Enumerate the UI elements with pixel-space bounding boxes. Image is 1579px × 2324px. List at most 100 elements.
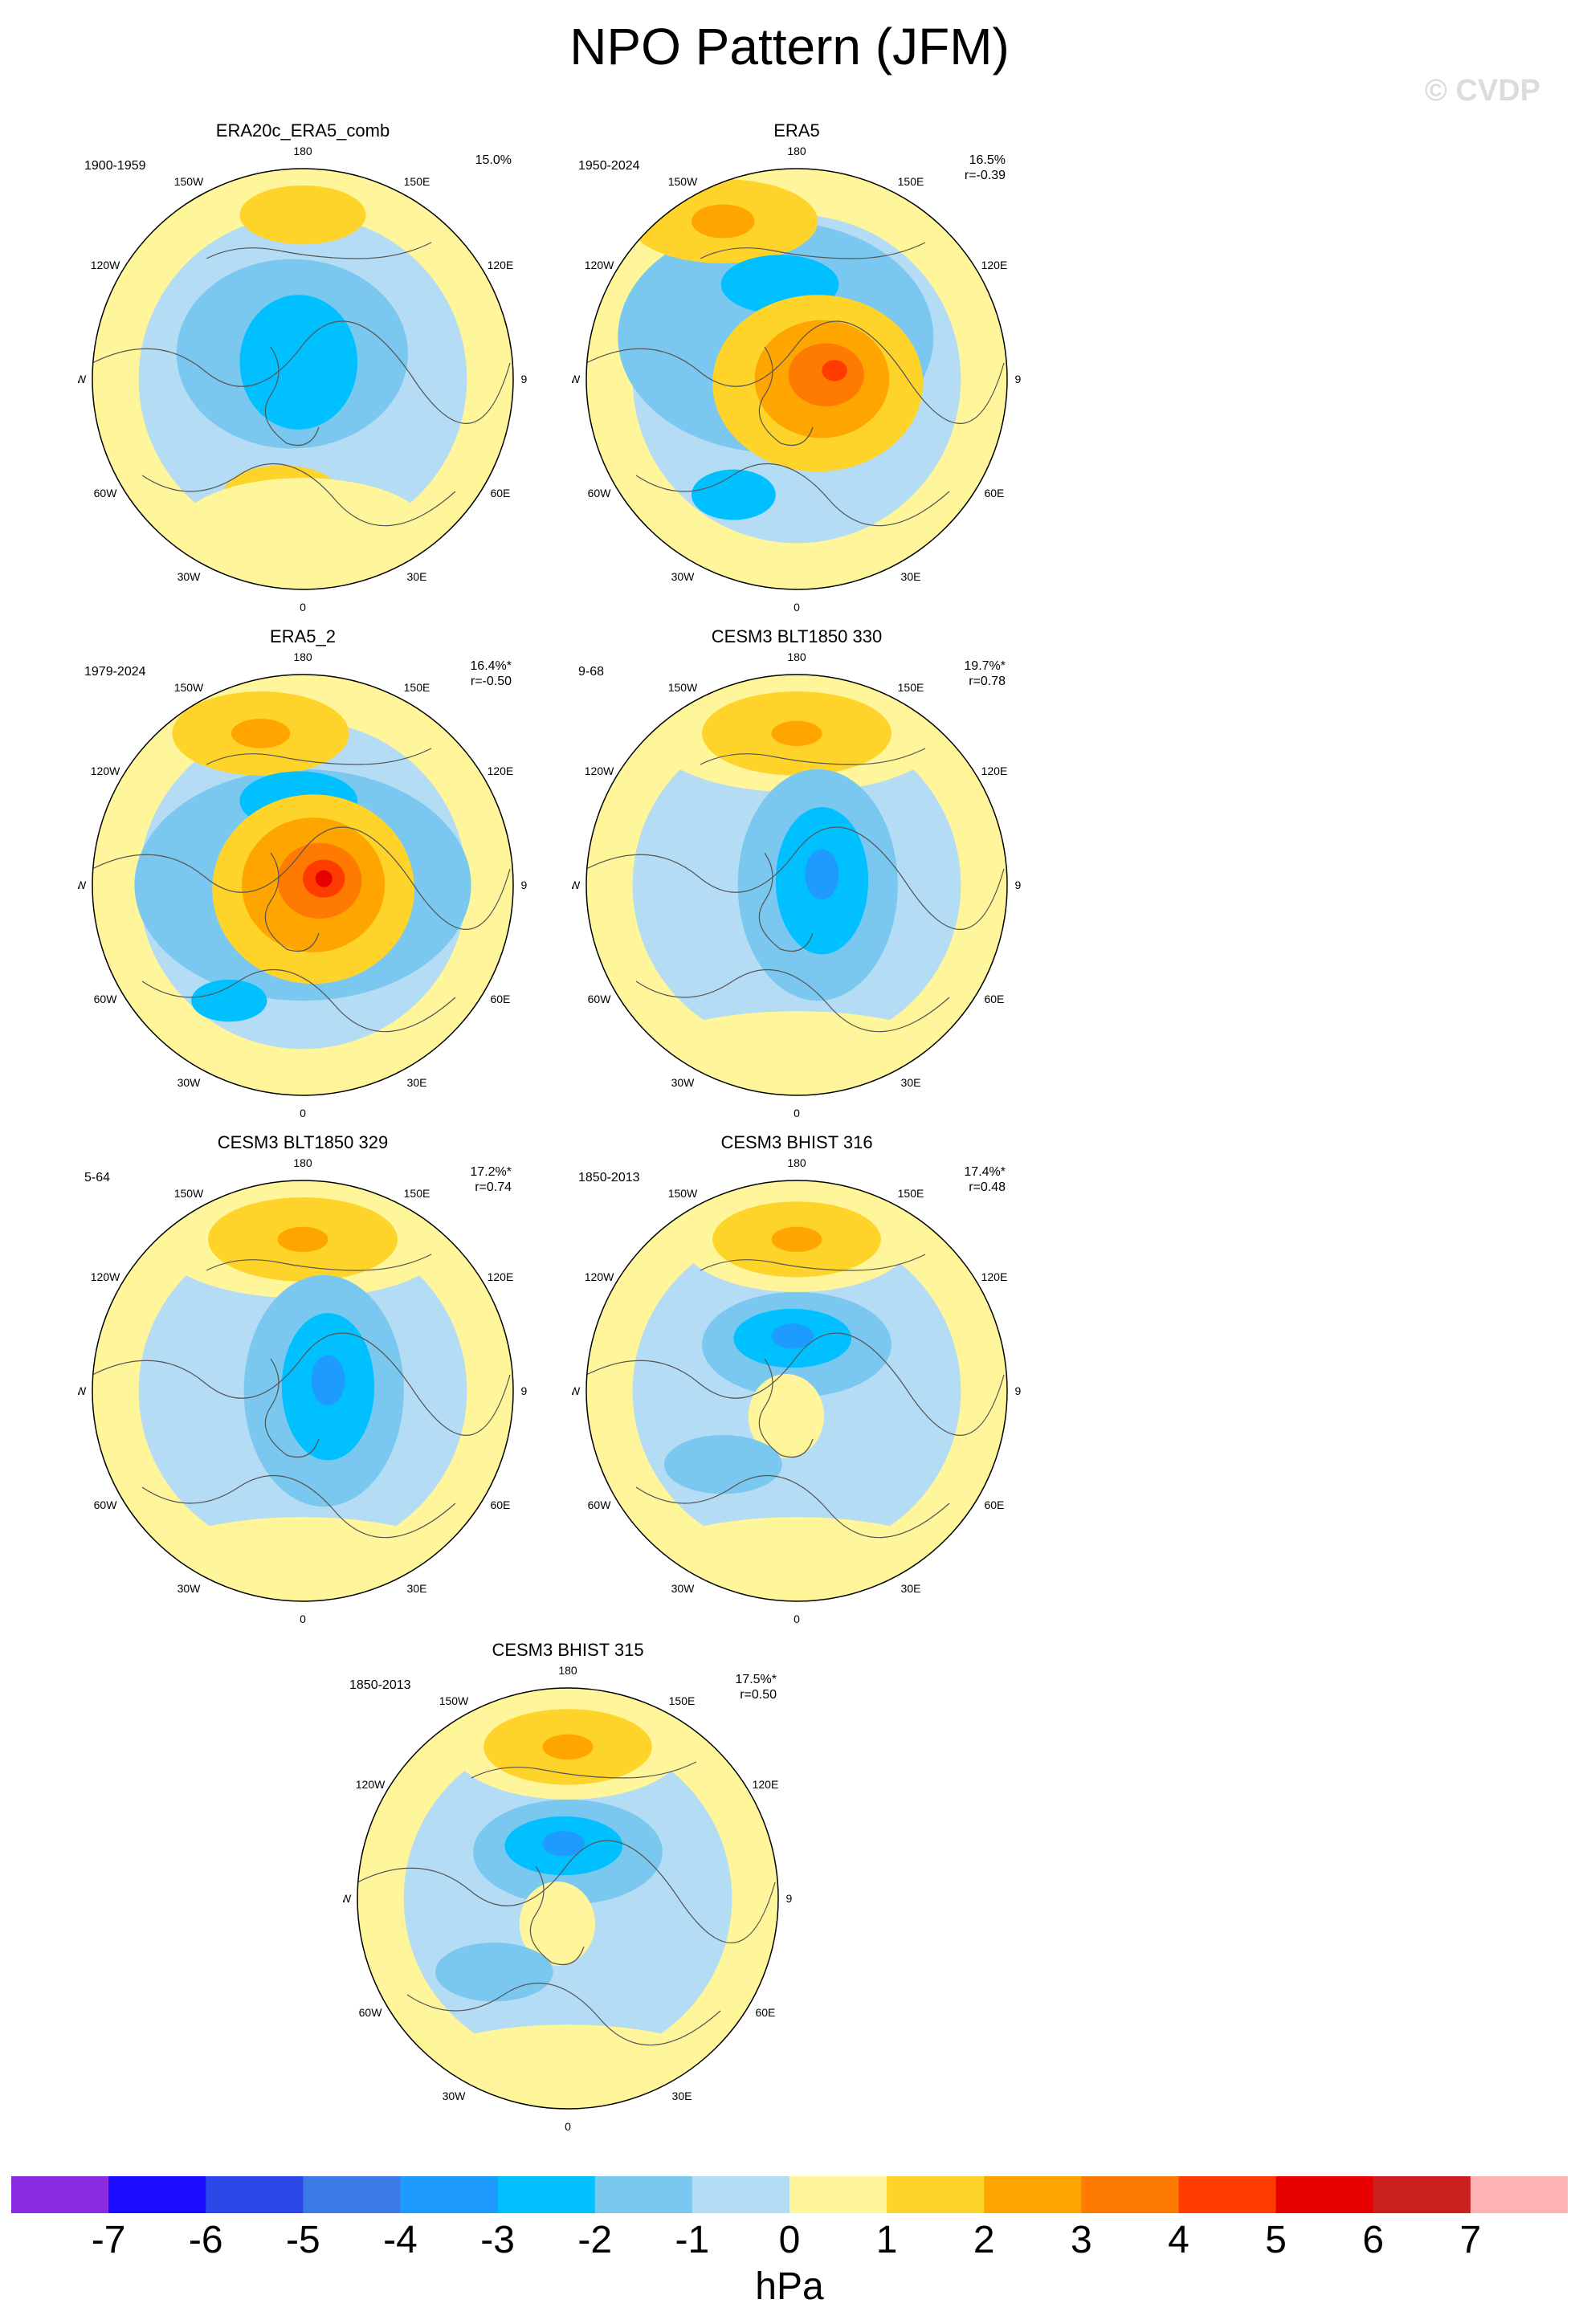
longitude-label: 60W	[94, 993, 118, 1005]
longitude-label: 120E	[488, 259, 514, 271]
anomaly-contour	[692, 469, 776, 520]
longitude-label: 90W	[572, 1384, 581, 1397]
longitude-label: 90W	[78, 373, 87, 385]
panel-period: 1850-2013	[349, 1678, 411, 1692]
anomaly-contour	[771, 720, 822, 747]
longitude-label: 120W	[356, 1778, 386, 1791]
longitude-label: 120W	[91, 259, 120, 271]
anomaly-contour	[435, 1943, 553, 2002]
longitude-label: 60E	[755, 2006, 775, 2019]
longitude-label: 30W	[671, 570, 696, 583]
panel-title: CESM3 BHIST 316	[720, 1132, 873, 1152]
longitude-label: 60W	[588, 487, 612, 499]
longitude-label: 90W	[572, 373, 581, 385]
longitude-label: 120W	[585, 764, 614, 777]
pattern-correlation: r=0.78	[969, 675, 1006, 688]
longitude-label: 180	[787, 145, 806, 157]
longitude-label: 180	[787, 650, 806, 663]
map-panel: ERA5 1950-2024 16.5% r=-0.39 180 150E 120E…	[572, 120, 1022, 618]
longitude-label: 90E	[521, 373, 528, 385]
pattern-correlation: r=0.74	[475, 1180, 512, 1194]
anomaly-contour	[692, 204, 755, 239]
colorbar-swatch	[692, 2176, 790, 2213]
pattern-correlation: r=0.50	[740, 1688, 777, 1702]
longitude-label: 150E	[404, 681, 430, 694]
colorbar-tick-label: 2	[973, 2219, 995, 2261]
panel-title: CESM3 BLT1850 329	[217, 1132, 389, 1152]
colorbar-tick-label: 0	[778, 2219, 801, 2261]
panel-title: ERA5	[773, 120, 820, 141]
panel-title: ERA5_2	[270, 626, 336, 646]
panel-title: CESM3 BHIST 315	[492, 1640, 644, 1660]
polar-map: 180 150E 120E 90E 60E 30E 0 30W 60W 90W 120W 150W	[572, 1156, 1022, 1625]
anomaly-contour	[191, 979, 267, 1022]
longitude-label: 90W	[78, 1384, 87, 1397]
colorbar-swatch	[400, 2176, 499, 2213]
longitude-label: 60E	[984, 1498, 1004, 1511]
longitude-label: 30W	[177, 570, 202, 583]
panel-title: CESM3 BLT1850 330	[711, 626, 883, 646]
colorbar-swatch	[1081, 2176, 1179, 2213]
explained-variance: 16.4%*	[470, 659, 512, 673]
longitude-label: 0	[794, 1107, 800, 1119]
longitude-label: 150E	[898, 175, 924, 188]
colorbar-swatch	[984, 2176, 1082, 2213]
longitude-label: 120E	[488, 1270, 514, 1283]
longitude-label: 60E	[490, 487, 510, 499]
anomaly-contour	[519, 1882, 596, 1966]
panel-period: 1950-2024	[578, 159, 640, 173]
colorbar-tick-label: 3	[1071, 2219, 1092, 2261]
colorbar-tick-label: 6	[1362, 2219, 1385, 2261]
longitude-label: 0	[300, 1613, 306, 1625]
anomaly-contour	[542, 1831, 585, 1857]
longitude-label: 150W	[668, 681, 698, 694]
longitude-label: 0	[300, 601, 306, 614]
anomaly-contour	[176, 478, 430, 584]
anomaly-contour	[748, 1374, 825, 1458]
colorbar-tick-label: -5	[286, 2219, 320, 2261]
panel-period: 1850-2013	[578, 1171, 640, 1184]
colorbar-tick-label: 7	[1459, 2219, 1482, 2261]
colorbar-swatch	[1470, 2176, 1569, 2213]
polar-map: 180 150E 120E 90E 60E 30E 0 30W 60W 90W 120W 150W	[78, 145, 528, 614]
longitude-label: 180	[293, 1156, 312, 1169]
longitude-label: 90E	[1015, 1384, 1022, 1397]
explained-variance: 19.7%*	[964, 659, 1006, 673]
anomaly-contour	[311, 1355, 345, 1406]
longitude-label: 30W	[671, 1582, 696, 1595]
longitude-label: 60E	[984, 487, 1004, 499]
map-panel: CESM3 BHIST 315 1850-2013 17.5%* r=0.50 …	[343, 1640, 793, 2138]
longitude-label: 60E	[490, 993, 510, 1005]
longitude-label: 30W	[443, 2090, 467, 2102]
colorbar-swatch	[497, 2176, 596, 2213]
anomaly-contour	[771, 1226, 822, 1253]
longitude-label: 150W	[174, 175, 204, 188]
longitude-label: 90E	[786, 1892, 793, 1905]
longitude-label: 180	[293, 650, 312, 663]
longitude-label: 150W	[174, 1187, 204, 1200]
longitude-label: 150W	[439, 1694, 469, 1707]
longitude-label: 120W	[585, 1270, 614, 1283]
longitude-label: 150W	[668, 1187, 698, 1200]
longitude-label: 30E	[672, 2090, 692, 2102]
panel-period: 9-68	[578, 665, 605, 679]
longitude-label: 30E	[901, 1076, 921, 1089]
colorbar-tick-label: -1	[675, 2219, 710, 2261]
colorbar-swatch	[108, 2176, 206, 2213]
longitude-label: 30E	[407, 1582, 427, 1595]
colorbar-tick-label: 5	[1265, 2219, 1287, 2261]
colorbar-swatch	[303, 2176, 401, 2213]
longitude-label: 90E	[1015, 879, 1022, 891]
colorbar-tick-label: -7	[91, 2219, 126, 2261]
longitude-label: 30E	[901, 570, 921, 583]
map-panel: CESM3 BLT1850 329 5-64 17.2%* r=0.74 180…	[78, 1132, 528, 1630]
longitude-label: 120E	[981, 1270, 1008, 1283]
longitude-label: 30E	[407, 570, 427, 583]
panel-period: 1900-1959	[84, 159, 146, 173]
explained-variance: 17.5%*	[735, 1673, 777, 1686]
longitude-label: 150E	[669, 1694, 696, 1707]
panel-period: 5-64	[84, 1171, 111, 1184]
longitude-label: 60W	[94, 487, 118, 499]
longitude-label: 120E	[488, 764, 514, 777]
figure-title: NPO Pattern (JFM)	[569, 18, 1010, 75]
